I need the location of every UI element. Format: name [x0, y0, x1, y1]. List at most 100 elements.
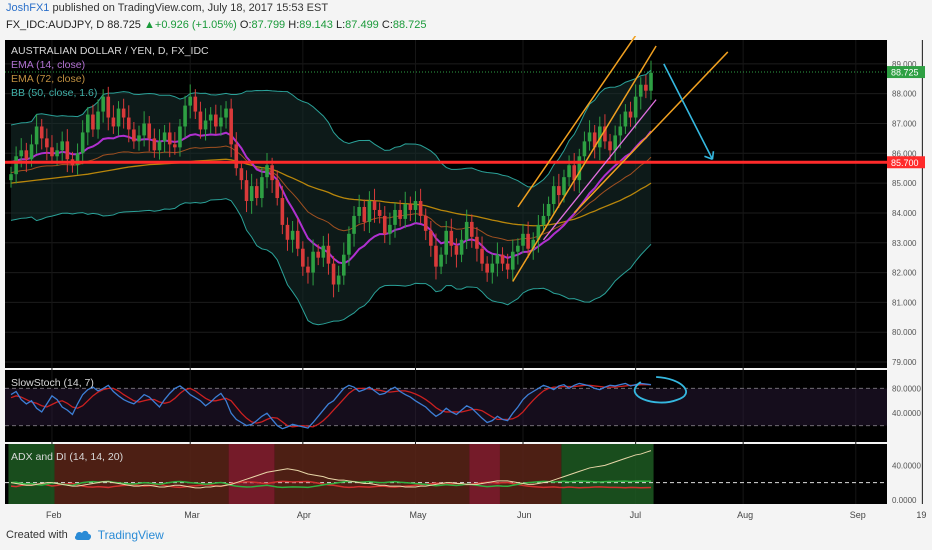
- x-tick-label: Sep: [850, 510, 866, 520]
- candle: [173, 144, 177, 148]
- candle: [546, 204, 551, 216]
- candle: [485, 263, 489, 273]
- x-tick-label: Jul: [630, 510, 642, 520]
- candle: [280, 198, 285, 225]
- candle: [142, 123, 146, 136]
- candle: [275, 180, 280, 199]
- bb-lower-line: [10, 198, 652, 326]
- candle: [633, 96, 638, 118]
- candle: [34, 126, 39, 145]
- y-tick-label: 88.000: [892, 90, 917, 99]
- candle: [382, 215, 387, 234]
- candle: [244, 180, 249, 202]
- y-tick-label: 82.000: [892, 269, 917, 278]
- candle: [260, 177, 264, 199]
- candle: [500, 254, 505, 264]
- candle: [50, 147, 54, 157]
- candle: [577, 156, 582, 181]
- y-tick-label: 87.000: [892, 119, 917, 128]
- close-label: C:: [381, 19, 393, 31]
- candle: [126, 117, 131, 130]
- candle: [649, 72, 653, 91]
- adx-trend-zone: [469, 444, 500, 504]
- y-tick-label: 89.000: [892, 60, 917, 69]
- ema72-line: [10, 158, 652, 227]
- candle: [167, 132, 172, 145]
- candle: [608, 141, 612, 151]
- candle: [592, 132, 597, 148]
- candle: [644, 84, 648, 91]
- ema72-legend: EMA (72, close): [11, 73, 85, 85]
- adx-trend-zone: [561, 444, 654, 504]
- candle: [249, 186, 254, 202]
- candle: [587, 132, 592, 142]
- high-value: 89.143: [299, 19, 333, 31]
- candle: [203, 120, 208, 130]
- adx-legend: ADX and DI (14, 14, 20): [11, 451, 123, 463]
- inner-trend-line: [542, 99, 657, 241]
- channel-upper-line: [517, 36, 637, 208]
- candle: [285, 224, 290, 240]
- adx-tick-label: 0.0000: [892, 496, 917, 505]
- candle: [541, 215, 546, 225]
- published-text: published on TradingView.com, July 18, 2…: [52, 2, 329, 14]
- candle: [567, 165, 571, 178]
- candle: [628, 111, 633, 118]
- candle: [75, 153, 80, 166]
- candle: [39, 126, 44, 139]
- open-value: 87.799: [251, 19, 286, 31]
- candle: [490, 263, 495, 273]
- low-label: L:: [335, 19, 346, 31]
- y-tick-label: 81.000: [892, 298, 917, 307]
- channel-projection-line: [573, 51, 729, 214]
- annotation-circle: [633, 376, 687, 404]
- candle: [306, 266, 310, 273]
- symbol-line: FX_IDC:AUDJPY, D 88.725 ▲+0.926 (+1.05%)…: [6, 19, 427, 31]
- symbol-name: FX_IDC:AUDJPY, D: [6, 19, 105, 31]
- candle: [86, 114, 90, 133]
- open-label: O:: [239, 19, 252, 31]
- candle: [505, 263, 510, 270]
- candle: [96, 111, 100, 130]
- x-tick-label: Mar: [184, 510, 200, 520]
- candle: [295, 230, 300, 249]
- ema14-line: [10, 130, 652, 265]
- candle: [270, 165, 274, 181]
- candle: [80, 132, 85, 154]
- chart-canvas[interactable]: 89.000 88.000 87.000 86.000 85.000 84.000 83.0…: [0, 36, 932, 520]
- y-tick-label: 83.000: [892, 239, 917, 248]
- candle: [321, 245, 326, 258]
- chart-title: AUSTRALIAN DOLLAR / YEN, D, FX_IDC: [11, 45, 209, 57]
- stoch-legend: SlowStoch (14, 7): [11, 377, 94, 389]
- candle: [152, 138, 157, 151]
- candle: [372, 201, 377, 210]
- candle: [55, 150, 59, 157]
- candle: [106, 96, 111, 118]
- candle: [418, 201, 423, 216]
- author-link[interactable]: JoshFX1: [6, 2, 50, 14]
- candle: [290, 230, 295, 240]
- candle: [229, 108, 233, 145]
- candle: [526, 233, 530, 249]
- candle: [162, 132, 167, 142]
- candle: [454, 245, 459, 255]
- candle: [14, 156, 18, 175]
- bb-basis-line: [10, 145, 652, 242]
- candle: [613, 135, 617, 151]
- candle: [362, 206, 367, 222]
- x-tick-label: 19: [916, 510, 926, 520]
- forecast-arrow: [663, 63, 714, 160]
- y-tick-label: 80.000: [892, 328, 917, 337]
- x-tick-label: Apr: [297, 510, 311, 520]
- low-value: 87.499: [345, 19, 379, 31]
- adx-tick-label: 40.0000: [892, 461, 921, 470]
- candle: [434, 245, 438, 267]
- candle: [562, 177, 566, 196]
- close-value: 88.725: [392, 19, 427, 31]
- candle: [342, 254, 346, 276]
- adx-trend-zone: [8, 444, 55, 504]
- y-tick-label: 85.000: [892, 179, 917, 188]
- tradingview-brand-link[interactable]: TradingView: [97, 528, 164, 542]
- candle: [444, 230, 448, 255]
- resistance-label: 85.700: [891, 158, 919, 168]
